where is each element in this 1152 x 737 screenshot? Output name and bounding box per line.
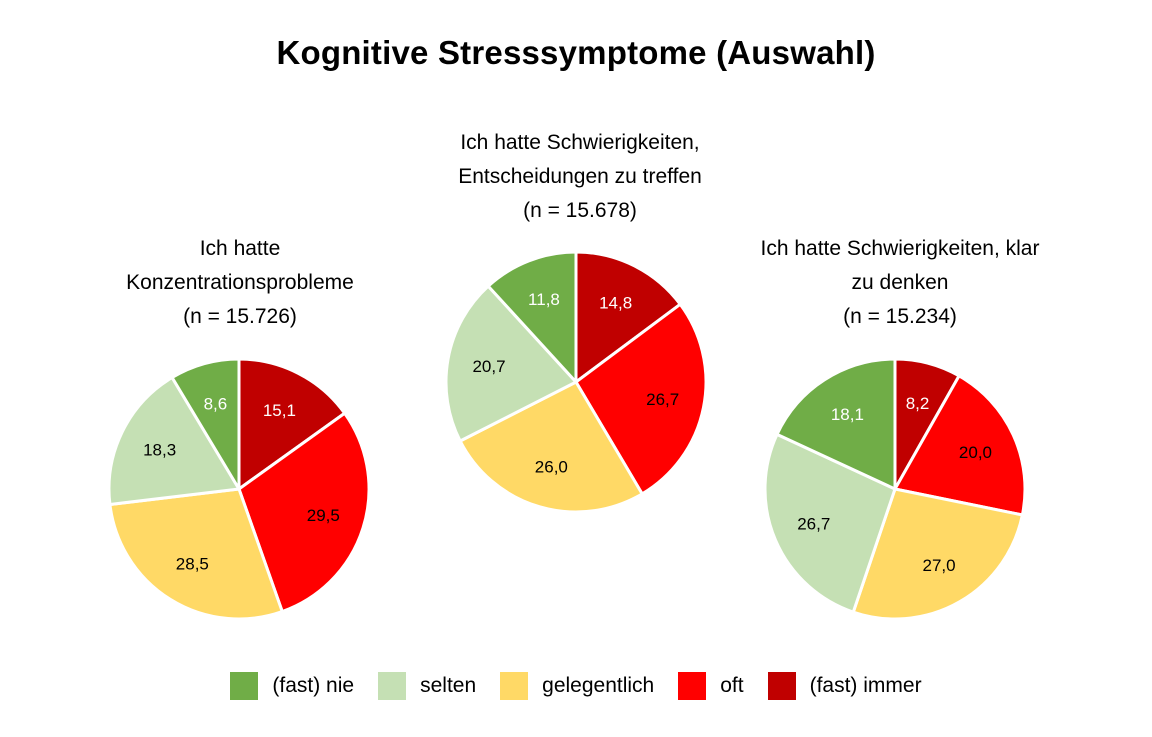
pie-1-heading-line-3: (n = 15.726): [183, 305, 297, 328]
pie-1-slice-2: [237, 411, 371, 614]
chart-title: Kognitive Stresssymptome (Auswahl): [276, 34, 876, 71]
pie-3-heading-line-3: (n = 15.234): [843, 305, 957, 328]
pie-1-label-3: 28,5: [176, 555, 209, 574]
pie-2-label-4: 20,7: [472, 357, 505, 376]
legend-item-fast-nie: (fast) nie: [230, 672, 354, 700]
pie-2-heading-line-2: Entscheidungen zu treffen: [458, 165, 702, 188]
legend-swatch-fast-nie: [230, 672, 259, 700]
pie-2-heading-line-1: Ich hatte Schwierigkeiten,: [460, 131, 700, 154]
pie-3-heading-line-2: zu denken: [851, 271, 949, 294]
pie-3-heading-line-1: Ich hatte Schwierigkeiten, klar: [760, 237, 1040, 260]
pie-1: 15,1 29,5 28,5 18,3 8,6: [107, 357, 371, 621]
pie-2-heading: Ich hatte Schwierigkeiten, Entscheidunge…: [405, 126, 755, 228]
legend-label-selten: selten: [420, 674, 477, 697]
legend-swatch-gelegentlich: [500, 672, 529, 700]
pie-2-label-5: 11,8: [528, 290, 560, 309]
pie-1-heading-line-2: Konzentrationsprobleme: [126, 271, 354, 294]
legend-item-oft: oft: [678, 672, 744, 700]
pie-2-heading-line-3: (n = 15.678): [523, 199, 637, 222]
pie-1-label-1: 15,1: [263, 401, 296, 420]
pie-1-slice-5: [170, 357, 241, 491]
pie-1-slice-4: [107, 376, 241, 506]
pie-2-slice-4: [444, 284, 578, 443]
legend: (fast) nie selten gelegentlich oft (fast…: [0, 672, 1152, 700]
pie-1-label-5: 8,6: [204, 394, 228, 413]
legend-swatch-oft: [678, 672, 707, 700]
pie-1-heading: Ich hatte Konzentrationsprobleme (n = 15…: [80, 232, 400, 334]
pie-2-label-1: 14,8: [599, 293, 632, 312]
legend-label-gelegentlich: gelegentlich: [542, 674, 655, 697]
pie-1-slice-3: [108, 487, 284, 621]
legend-swatch-selten: [378, 672, 407, 700]
pie-2-slice-1: [574, 250, 682, 384]
pie-3: 8,2 20,0 27,0 26,7 18,1: [763, 357, 1027, 621]
pie-2-slice-5: [486, 250, 578, 384]
pie-3-label-4: 26,7: [797, 514, 830, 533]
pie-2-slice-2: [574, 302, 708, 496]
pie-3-label-5: 18,1: [831, 405, 864, 424]
pie-3-slice-4: [763, 432, 897, 614]
pie-1-label-4: 18,3: [143, 441, 176, 460]
pie-3-slice-2: [893, 374, 1027, 517]
legend-label-fast-nie: (fast) nie: [272, 674, 355, 697]
pie-2-label-3: 26,0: [535, 457, 568, 476]
legend-label-oft: oft: [720, 674, 744, 697]
pie-3-slice-5: [775, 357, 897, 491]
pie-1-slice-1: [237, 357, 347, 491]
legend-item-gelegentlich: gelegentlich: [500, 672, 654, 700]
pie-3-label-1: 8,2: [906, 394, 930, 413]
pie-1-heading-line-1: Ich hatte: [199, 237, 281, 260]
pie-2: 14,8 26,7 26,0 20,7 11,8: [444, 250, 708, 514]
pie-3-label-2: 20,0: [959, 443, 992, 462]
legend-item-selten: selten: [378, 672, 476, 700]
pie-2-slice-3: [458, 380, 644, 514]
pie-1-label-2: 29,5: [307, 506, 340, 525]
legend-label-fast-immer: (fast) immer: [809, 674, 922, 697]
pie-3-heading: Ich hatte Schwierigkeiten, klar zu denke…: [720, 232, 1080, 334]
legend-swatch-fast-immer: [767, 672, 796, 700]
pie-3-slice-3: [851, 487, 1024, 621]
legend-item-fast-immer: (fast) immer: [767, 672, 922, 700]
pie-3-label-3: 27,0: [922, 556, 955, 575]
pie-2-label-2: 26,7: [646, 390, 679, 409]
